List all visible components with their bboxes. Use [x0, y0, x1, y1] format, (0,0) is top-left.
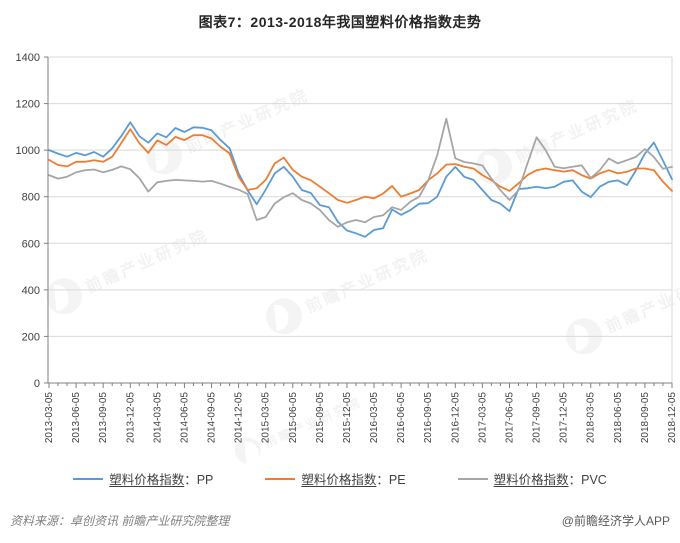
x-tick-label: 2017-06-05 — [504, 392, 515, 444]
x-tick-label: 2016-03-05 — [369, 392, 380, 444]
y-tick-label: 1200 — [16, 99, 40, 111]
x-tick-label: 2015-12-05 — [342, 392, 353, 444]
source-note: 资料来源：卓创资讯 前瞻产业研究院整理 — [10, 514, 230, 528]
y-tick-label: 600 — [22, 238, 40, 250]
x-tick-label: 2014-03-05 — [152, 392, 163, 444]
y-tick-label: 200 — [22, 331, 40, 343]
y-tick-label: 400 — [22, 285, 40, 297]
series-line-pe — [48, 128, 673, 204]
series-line-pp — [48, 121, 673, 238]
x-tick-label: 2013-12-05 — [125, 392, 136, 444]
x-tick-label: 2015-06-05 — [288, 392, 299, 444]
y-tick-label: 1000 — [16, 145, 40, 157]
x-tick-label: 2016-09-05 — [423, 392, 434, 444]
x-tick-label: 2016-12-05 — [450, 392, 461, 444]
legend-item-pvc: 塑料价格指数：PVC — [457, 469, 607, 488]
x-tick-label: 2016-06-05 — [396, 392, 407, 444]
legend-label-pp: 塑料价格指数：PP — [109, 473, 214, 487]
series-line-pvc — [48, 117, 673, 228]
y-tick-label: 0 — [34, 378, 40, 390]
chart-legend: 塑料价格指数：PP 塑料价格指数：PE 塑料价格指数：PVC — [0, 469, 680, 488]
x-tick-label: 2017-12-05 — [559, 392, 570, 444]
page-title: 图表7：2013-2018年我国塑料价格指数走势 — [198, 14, 482, 30]
line-chart-canvas: 0 200 400 600 800 1000 1200 1400 2013-03-05 2013-… — [16, 52, 678, 444]
credit-label: @前瞻经济学人APP — [561, 514, 670, 528]
legend-label-pvc: 塑料价格指数：PVC — [493, 473, 607, 487]
y-tick-label: 800 — [22, 192, 40, 204]
x-tick-label: 2015-09-05 — [315, 392, 326, 444]
x-tick-label: 2017-09-05 — [532, 392, 543, 444]
x-tick-label: 2018-03-05 — [586, 392, 597, 444]
x-tick-label: 2014-09-05 — [207, 392, 218, 444]
x-tick-label: 2015-03-05 — [261, 392, 272, 444]
legend-line-swatch-pe — [265, 477, 296, 480]
legend-item-pe: 塑料价格指数：PE — [265, 469, 406, 488]
x-tick-label: 2014-06-05 — [179, 392, 190, 444]
legend-line-swatch-pvc — [457, 477, 488, 480]
x-tick-label: 2017-03-05 — [477, 392, 488, 444]
x-tick-label: 2013-06-05 — [71, 392, 82, 444]
legend-line-swatch-pp — [73, 477, 104, 480]
x-tick-label: 2018-09-05 — [640, 392, 651, 444]
x-tick-label: 2018-06-05 — [613, 392, 624, 444]
x-tick-label: 2013-09-05 — [98, 392, 109, 444]
x-tick-label: 2013-03-05 — [44, 392, 55, 444]
legend-label-pe: 塑料价格指数：PE — [301, 473, 406, 487]
legend-item-pp: 塑料价格指数：PP — [73, 469, 213, 488]
y-tick-label: 1400 — [16, 52, 40, 64]
x-tick-label: 2018-12-05 — [667, 392, 678, 444]
chart-footer: 资料来源：卓创资讯 前瞻产业研究院整理 @前瞻经济学人APP — [10, 512, 670, 529]
x-tick-label: 2014-12-05 — [234, 392, 245, 444]
